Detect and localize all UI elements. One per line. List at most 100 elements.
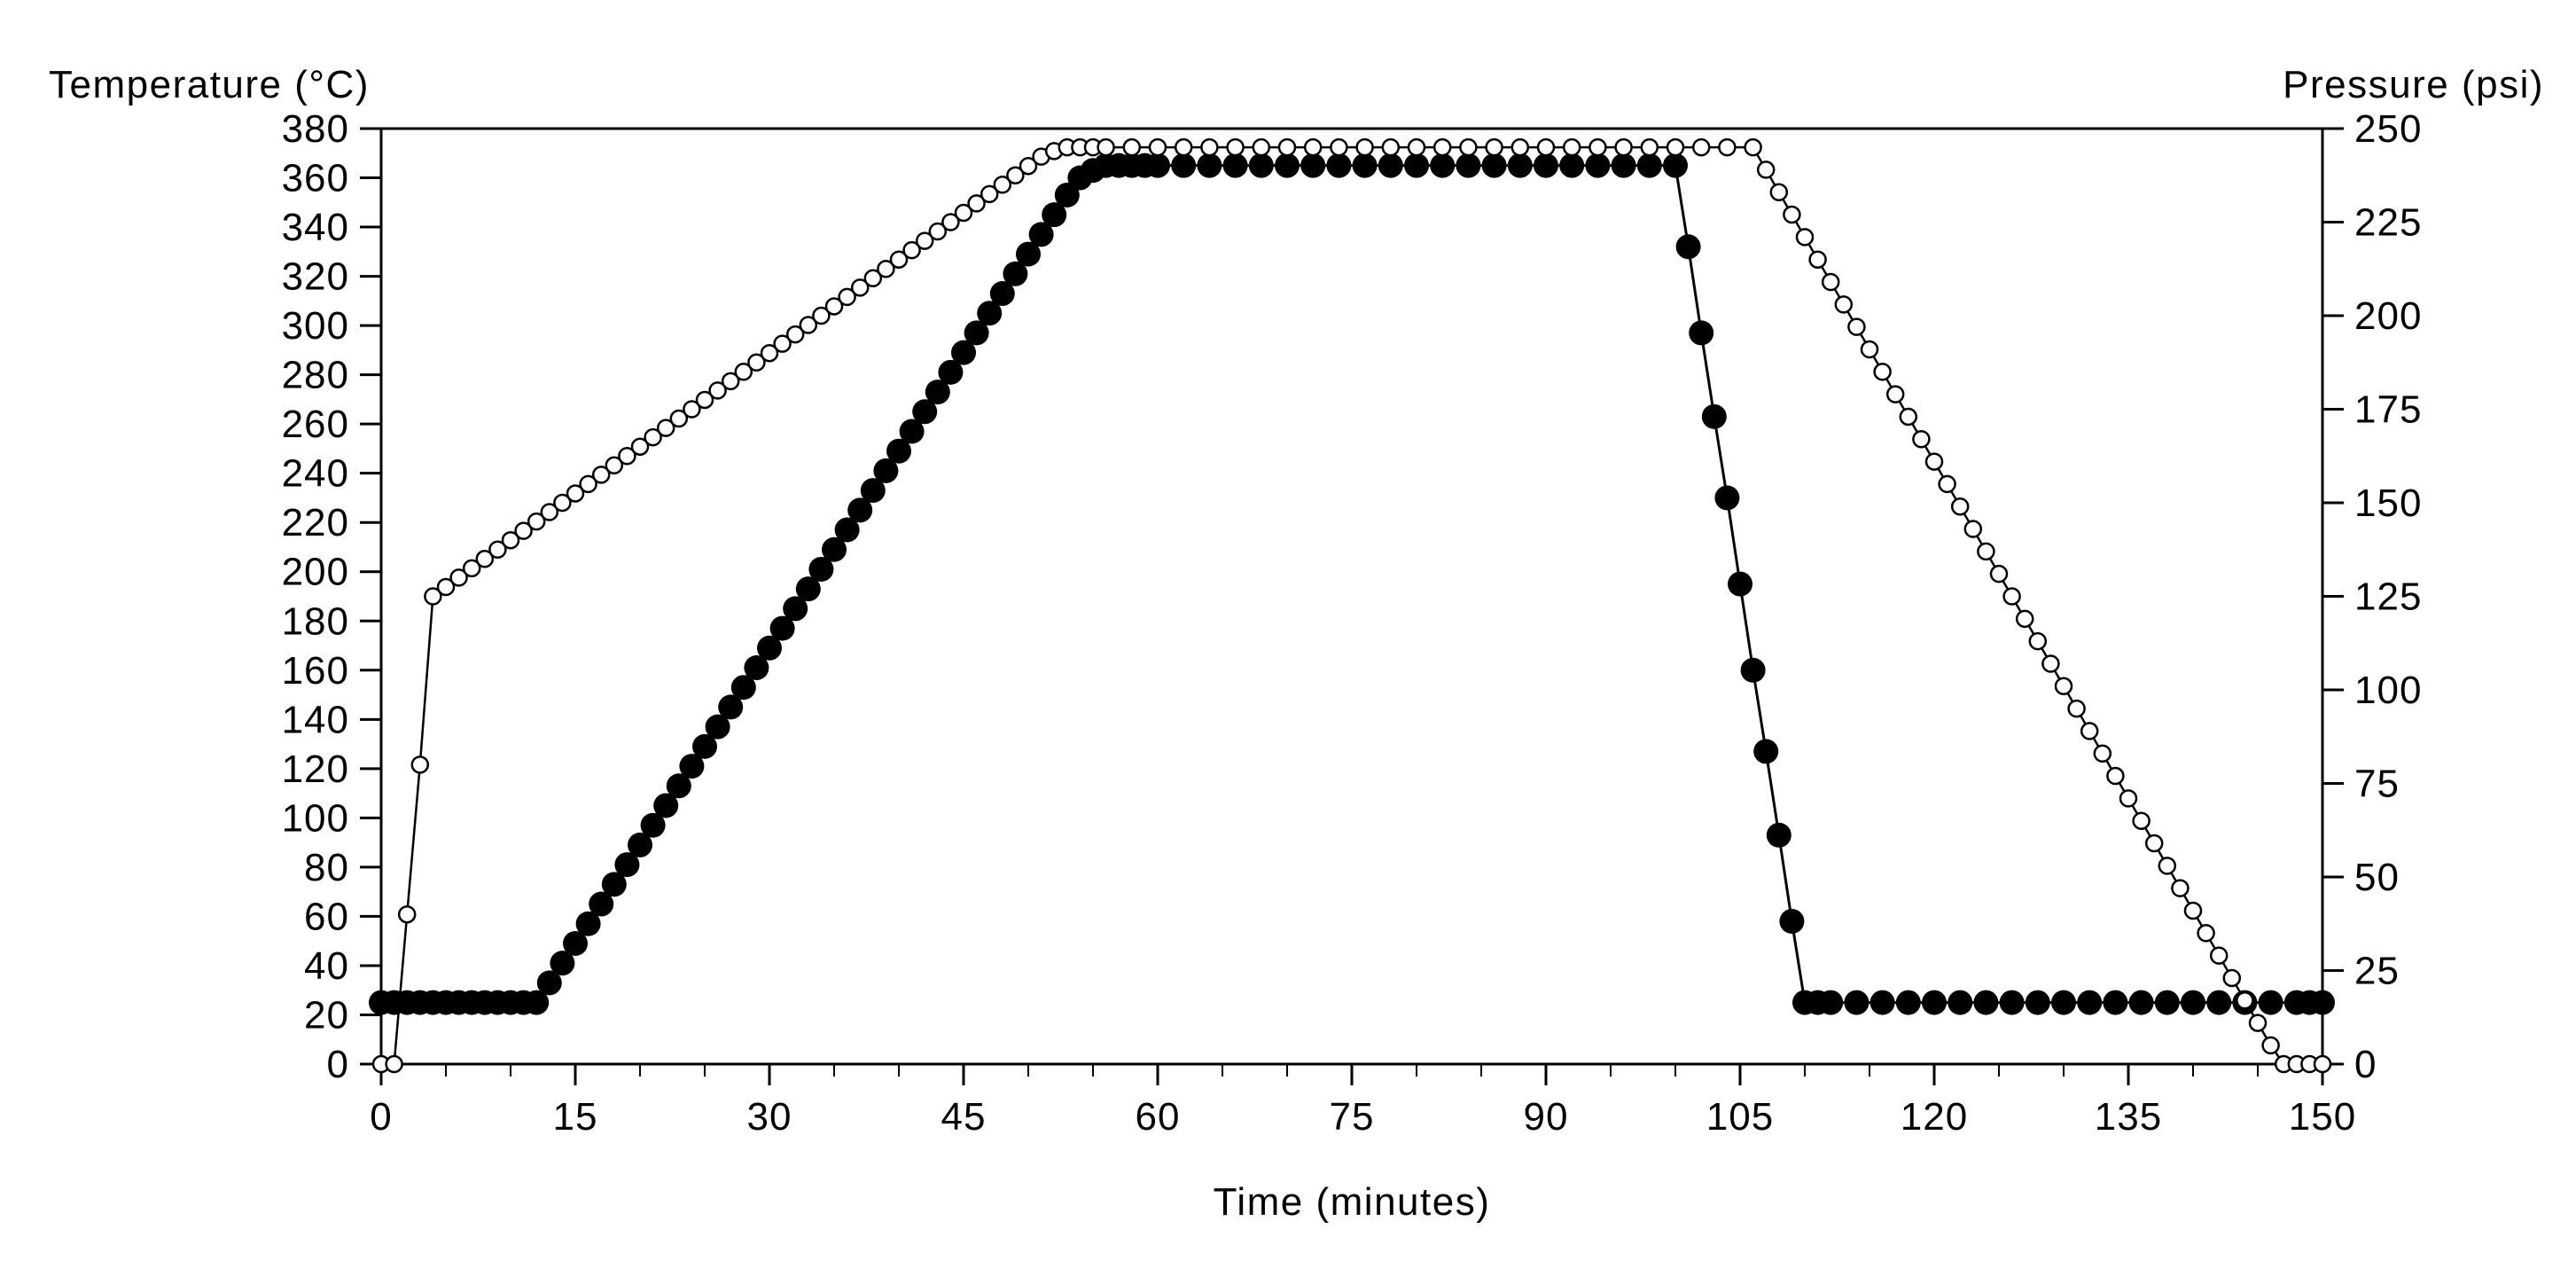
marker-pressure [1797,229,1813,245]
marker-temperature [1753,739,1778,763]
marker-pressure [1823,274,1838,290]
marker-pressure [1848,319,1864,335]
svg-text:240: 240 [282,452,349,496]
marker-pressure [1693,139,1709,155]
marker-pressure [1836,296,1852,312]
marker-pressure [1719,139,1735,155]
marker-temperature [1482,153,1507,178]
marker-pressure [1991,566,2007,582]
svg-text:60: 60 [304,895,349,938]
marker-pressure [1201,139,1217,155]
svg-text:280: 280 [282,354,349,397]
marker-temperature [1973,990,1998,1015]
marker-temperature [1430,153,1455,178]
marker-pressure [1616,139,1632,155]
marker-pressure [1098,139,1114,155]
svg-text:225: 225 [2354,201,2422,245]
marker-temperature [1508,153,1533,178]
marker-temperature [1171,153,1196,178]
marker-temperature [1249,153,1274,178]
marker-temperature [1948,990,1972,1015]
marker-pressure [2172,881,2188,896]
svg-text:0: 0 [370,1095,392,1139]
svg-text:0: 0 [327,1043,349,1086]
svg-text:40: 40 [304,944,349,988]
marker-temperature [1378,153,1403,178]
marker-temperature [1275,153,1300,178]
marker-temperature [1300,153,1325,178]
svg-text:180: 180 [282,599,349,643]
svg-text:60: 60 [1136,1095,1181,1139]
marker-pressure [1758,161,1774,177]
svg-text:100: 100 [282,796,349,840]
marker-pressure [1965,521,1981,537]
marker-pressure [1862,341,1877,357]
marker-pressure [2017,611,2033,627]
marker-temperature [2310,990,2335,1015]
marker-pressure [386,1056,402,1072]
marker-pressure [2134,813,2150,829]
svg-text:90: 90 [1524,1095,1569,1139]
marker-pressure [2030,633,2046,649]
marker-pressure [2056,678,2072,694]
marker-temperature [1663,153,1688,178]
marker-pressure [2120,790,2136,806]
marker-pressure [2004,589,2020,605]
marker-temperature [1922,990,1947,1015]
marker-temperature [1197,153,1222,178]
svg-text:250: 250 [2354,107,2422,151]
marker-temperature [1741,658,1766,683]
marker-pressure [1875,364,1891,380]
marker-pressure [1150,139,1166,155]
marker-pressure [1926,454,1942,470]
svg-text:300: 300 [282,304,349,348]
svg-text:0: 0 [2354,1043,2377,1086]
marker-pressure [1940,476,1955,492]
marker-temperature [1714,485,1739,510]
svg-text:200: 200 [2354,294,2422,338]
svg-text:120: 120 [1901,1095,1968,1139]
svg-text:15: 15 [553,1095,598,1139]
marker-pressure [2081,723,2097,739]
marker-temperature [1689,320,1713,345]
marker-pressure [1745,139,1761,155]
marker-pressure [2069,701,2085,716]
marker-temperature [2077,990,2102,1015]
svg-text:135: 135 [2095,1095,2162,1139]
marker-pressure [1901,409,1916,425]
marker-pressure [2211,948,2227,964]
marker-pressure [1913,431,1929,447]
marker-pressure [1331,139,1347,155]
marker-pressure [2042,655,2058,671]
svg-text:360: 360 [282,157,349,200]
marker-pressure [1434,139,1450,155]
dual-axis-chart: 0153045607590105120135150020406080100120… [0,0,2576,1284]
marker-pressure [2236,992,2252,1008]
svg-text:105: 105 [1706,1095,1774,1139]
svg-text:75: 75 [2354,763,2400,806]
marker-temperature [1559,153,1584,178]
marker-pressure [1383,139,1399,155]
marker-pressure [1228,139,1244,155]
marker-temperature [1326,153,1351,178]
marker-temperature [2259,990,2283,1015]
marker-temperature [2000,990,2025,1015]
marker-pressure [1887,387,1903,403]
marker-temperature [2103,990,2127,1015]
svg-text:25: 25 [2354,950,2400,993]
marker-temperature [1896,990,1921,1015]
marker-pressure [1487,139,1503,155]
y-left-axis-label: Temperature (°C) [49,63,370,106]
svg-text:320: 320 [282,255,349,299]
marker-pressure [1642,139,1658,155]
marker-pressure [2159,857,2175,873]
marker-pressure [2107,768,2123,784]
marker-temperature [1223,153,1248,178]
svg-text:75: 75 [1330,1095,1375,1139]
y-right-axis-label: Pressure (psi) [2283,63,2544,106]
marker-temperature [1353,153,1378,178]
marker-pressure [2250,1015,2266,1031]
marker-temperature [1612,153,1636,178]
marker-pressure [2224,970,2240,986]
marker-pressure [2095,746,2111,762]
